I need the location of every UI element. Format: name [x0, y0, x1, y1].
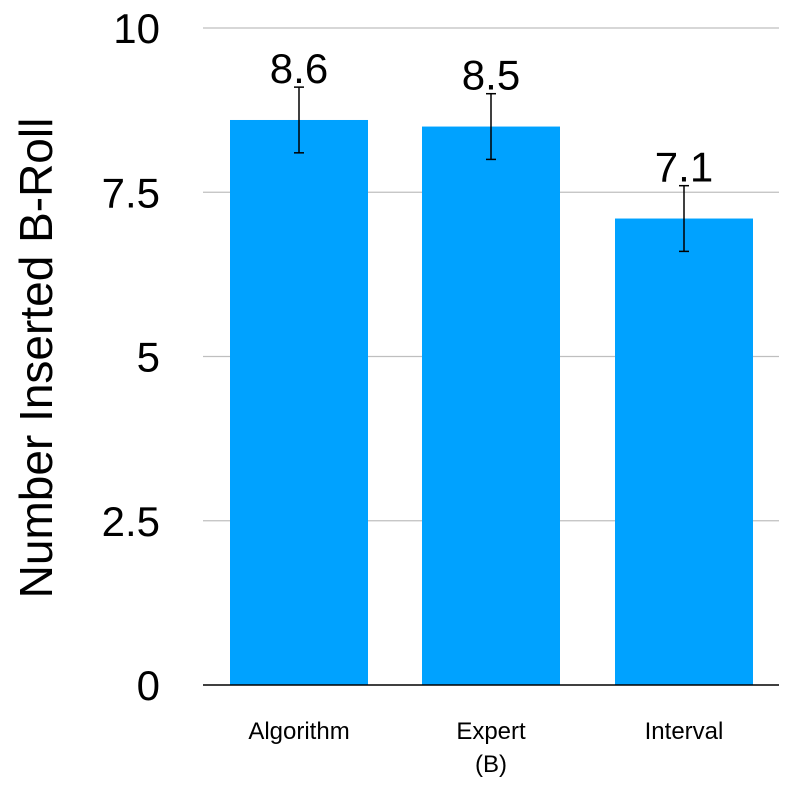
- error-bar: [294, 86, 304, 154]
- bars: [230, 119, 753, 686]
- y-tick-label: 2.5: [102, 498, 160, 545]
- y-tick-label: 10: [113, 5, 160, 52]
- bar-value-label: 8.5: [462, 52, 520, 99]
- y-tick-label: 0: [137, 662, 160, 709]
- bar: [615, 218, 753, 685]
- bar: [422, 126, 560, 686]
- y-axis-title: Number Inserted B-Roll: [10, 118, 62, 599]
- y-tick-label: 5: [137, 334, 160, 381]
- labels: 0 2.5 5 7.5 10 8.6 Algorithm 8.5 Expert (B) 7.1 Int…: [102, 5, 724, 778]
- error-bar: [679, 184, 689, 253]
- y-tick-label: 7.5: [102, 169, 160, 216]
- bar-value-label: 8.6: [270, 45, 328, 92]
- x-category-label: Expert: [456, 718, 526, 745]
- error-bars: [294, 86, 689, 253]
- x-category-label: (B): [475, 751, 507, 778]
- bar-value-label: 7.1: [655, 144, 713, 191]
- error-bar: [486, 92, 496, 161]
- bar: [230, 119, 368, 686]
- x-category-label: Interval: [645, 718, 724, 745]
- x-category-label: Algorithm: [248, 718, 349, 745]
